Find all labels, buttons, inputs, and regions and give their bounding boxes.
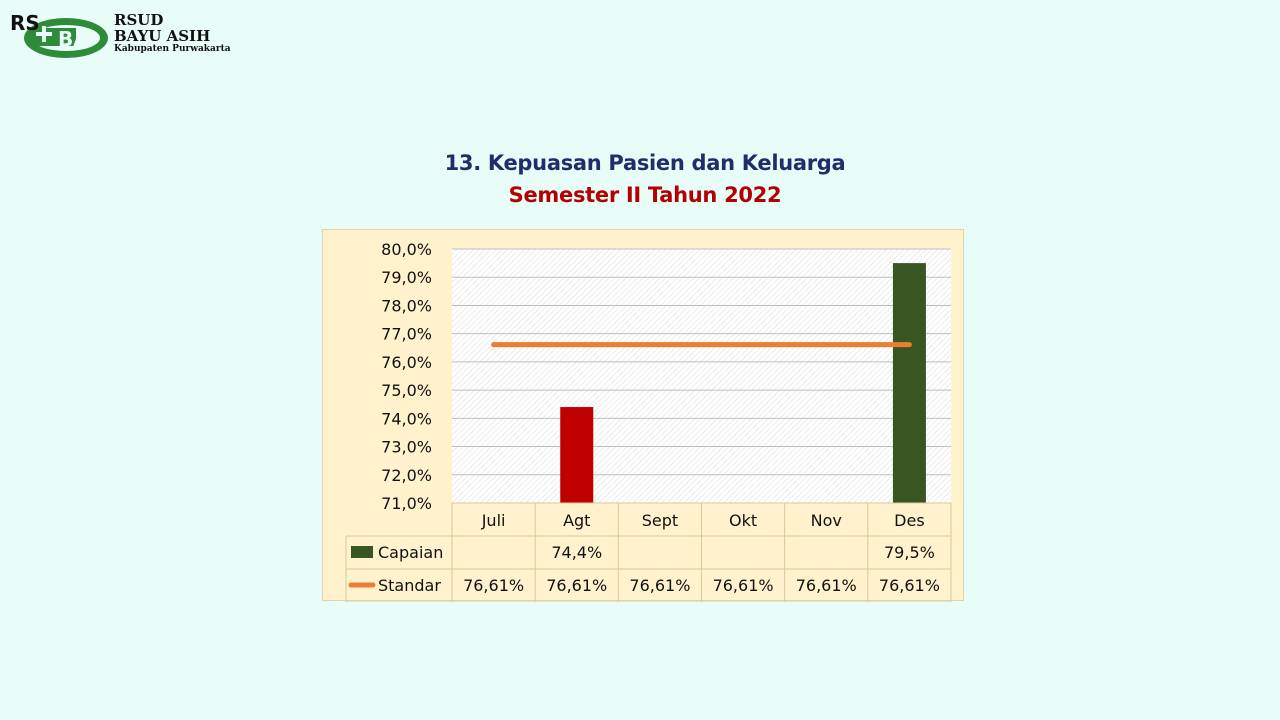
logo-line-3: Kabupaten Purwakarta: [114, 44, 231, 54]
logo-line-1: RSUD: [114, 11, 164, 29]
standar-data-label: 76,61%: [546, 576, 607, 595]
y-tick-label: 75,0%: [381, 381, 432, 400]
y-tick-label: 74,0%: [381, 409, 432, 428]
standar-legend-label: Standar: [378, 576, 441, 595]
x-tick-label: Des: [894, 511, 925, 530]
chart-svg: 71,0% 72,0% 73,0% 74,0% 75,0% 76,0% 77,0% 78,0%…: [345, 240, 952, 602]
y-tick-label: 73,0%: [381, 438, 432, 457]
standar-data-label: 76,61%: [629, 576, 690, 595]
hospital-logo: RS BA RSUD BAYU ASIH Kabupaten Purwakart…: [6, 10, 236, 62]
y-tick-label: 72,0%: [381, 466, 432, 485]
svg-text:BA: BA: [58, 27, 89, 51]
capaian-legend-key: [351, 546, 373, 558]
capaian-bar: [892, 263, 926, 503]
svg-text:RS: RS: [10, 11, 40, 35]
x-tick-label: Juli: [481, 511, 506, 530]
y-tick-label: 78,0%: [381, 296, 432, 315]
x-tick-label: Sept: [642, 511, 678, 530]
standar-data-label: 76,61%: [713, 576, 774, 595]
y-tick-label: 77,0%: [381, 325, 432, 344]
chart-title: 13. Kepuasan Pasien dan Keluarga: [444, 151, 846, 175]
capaian-legend-label: Capaian: [378, 543, 443, 562]
x-tick-label: Okt: [729, 511, 757, 530]
capaian-bar: [560, 407, 594, 503]
logo-line-2: BAYU ASIH: [114, 27, 211, 45]
chart-subtitle: Semester II Tahun 2022: [508, 183, 782, 207]
chart-panel: 71,0% 72,0% 73,0% 74,0% 75,0% 76,0% 77,0% 78,0%…: [322, 229, 964, 602]
standar-data-label: 76,61%: [879, 576, 940, 595]
y-tick-label: 76,0%: [381, 353, 432, 372]
capaian-data-label: 74,4%: [551, 543, 602, 562]
capaian-data-label: 79,5%: [884, 543, 935, 562]
standar-data-label: 76,61%: [463, 576, 524, 595]
y-tick-label: 80,0%: [381, 240, 432, 259]
x-tick-label: Agt: [563, 511, 590, 530]
x-tick-label: Nov: [811, 511, 842, 530]
y-tick-label: 71,0%: [381, 494, 432, 513]
standar-data-label: 76,61%: [796, 576, 857, 595]
y-tick-label: 79,0%: [381, 268, 432, 287]
plot-area: [452, 249, 951, 503]
rs-emblem-icon: RS BA: [10, 11, 108, 58]
